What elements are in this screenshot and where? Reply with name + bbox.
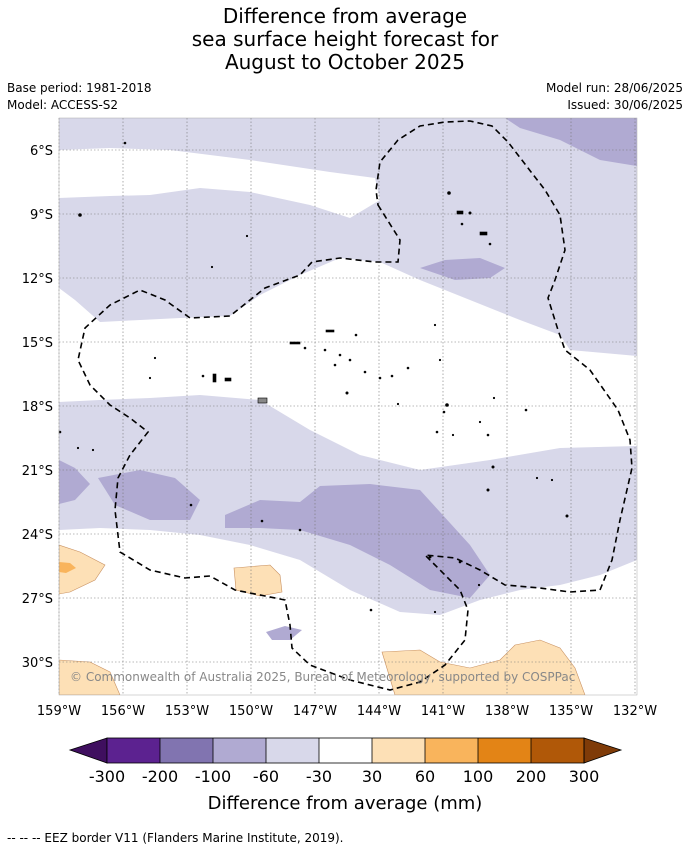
colorbar-swatch bbox=[425, 738, 478, 763]
contour-pos-30-60-west bbox=[59, 544, 106, 595]
model-name: Model: ACCESS-S2 bbox=[7, 98, 119, 112]
lat-label: 30°S bbox=[22, 656, 53, 671]
lat-label: 15°S bbox=[22, 336, 53, 351]
colorbar-extend-high bbox=[583, 737, 623, 764]
contour-neg-60-100-central bbox=[225, 484, 490, 598]
colorbar-tick: 200 bbox=[516, 767, 547, 786]
anomaly-field bbox=[59, 118, 637, 695]
colorbar-tick: -300 bbox=[89, 767, 125, 786]
colorbar-tick: -200 bbox=[142, 767, 178, 786]
base-period: Base period: 1981-2018 bbox=[7, 81, 152, 95]
contour-neg-60-100-ne bbox=[505, 118, 637, 166]
lon-label: 132°W bbox=[613, 704, 657, 719]
lon-label: 141°W bbox=[421, 704, 465, 719]
model-run: Model run: 28/06/2025 bbox=[545, 81, 683, 95]
colorbar-frame bbox=[106, 737, 585, 764]
colorbar-swatch bbox=[372, 738, 425, 763]
contour-pos-30-60-sw bbox=[59, 659, 121, 695]
eez-border bbox=[77, 120, 633, 691]
colorbar-swatch bbox=[213, 738, 266, 763]
lat-label: 21°S bbox=[22, 464, 53, 479]
lon-label: 159°W bbox=[37, 704, 81, 719]
islands bbox=[58, 141, 569, 614]
gap-north bbox=[59, 148, 380, 218]
lon-labels: 159°W 156°W 153°W 150°W 147°W 144°W 141°… bbox=[37, 704, 657, 719]
lon-label: 144°W bbox=[357, 704, 401, 719]
lon-label: 150°W bbox=[229, 704, 273, 719]
lon-label: 156°W bbox=[101, 704, 145, 719]
colorbar-swatch bbox=[160, 738, 213, 763]
title-line-1: Difference from average bbox=[222, 4, 468, 28]
lat-label: 27°S bbox=[22, 592, 53, 607]
colorbar-tick: 60 bbox=[415, 767, 435, 786]
copyright-text: © Commonwealth of Australia 2025, Bureau… bbox=[70, 670, 575, 684]
contour-neg-60-100-west bbox=[59, 460, 90, 504]
lat-label: 9°S bbox=[30, 208, 53, 223]
lon-label: 147°W bbox=[293, 704, 337, 719]
eez-footnote: -- -- -- EEZ border V11 (Flanders Marine… bbox=[7, 831, 344, 845]
issued-date: Issued: 30/06/2025 bbox=[567, 98, 683, 112]
colorbar-extend-low bbox=[68, 737, 108, 764]
contour-neg-60-100-small bbox=[266, 626, 302, 640]
colorbar-swatch bbox=[266, 738, 319, 763]
lat-label: 18°S bbox=[22, 400, 53, 415]
colorbar-tick: -100 bbox=[195, 767, 231, 786]
title-line-3: August to October 2025 bbox=[224, 50, 466, 74]
colorbar-tick: 300 bbox=[569, 767, 600, 786]
lon-label: 153°W bbox=[165, 704, 209, 719]
lat-labels: 6°S 9°S 12°S 15°S 18°S 21°S 24°S 27°S 30… bbox=[22, 144, 53, 671]
colorbar-swatch bbox=[107, 738, 160, 763]
contour-neg-60-100-mid bbox=[420, 258, 505, 280]
map-frame bbox=[58, 117, 638, 696]
colorbar-tick: 100 bbox=[463, 767, 494, 786]
colorbar: -300 -200 -100 -60 -30 30 60 100 200 300… bbox=[68, 737, 623, 814]
colorbar-tick: 30 bbox=[362, 767, 382, 786]
colorbar-title: Difference from average (mm) bbox=[208, 793, 483, 814]
lat-label: 12°S bbox=[22, 272, 53, 287]
lon-label: 135°W bbox=[549, 704, 593, 719]
colorbar-swatch bbox=[478, 738, 531, 763]
title-line-2: sea surface height forecast for bbox=[191, 27, 499, 51]
colorbar-swatch bbox=[531, 738, 584, 763]
lat-label: 24°S bbox=[22, 528, 53, 543]
lon-label: 138°W bbox=[485, 704, 529, 719]
colorbar-tick: -30 bbox=[306, 767, 332, 786]
colorbar-swatch bbox=[319, 738, 372, 763]
colorbar-tick: -60 bbox=[253, 767, 279, 786]
lat-label: 6°S bbox=[30, 144, 53, 159]
contour-pos-60-100-west bbox=[59, 562, 76, 573]
contour-neg-60-100-sw bbox=[98, 470, 200, 520]
contour-pos-30-60-south bbox=[381, 639, 586, 695]
